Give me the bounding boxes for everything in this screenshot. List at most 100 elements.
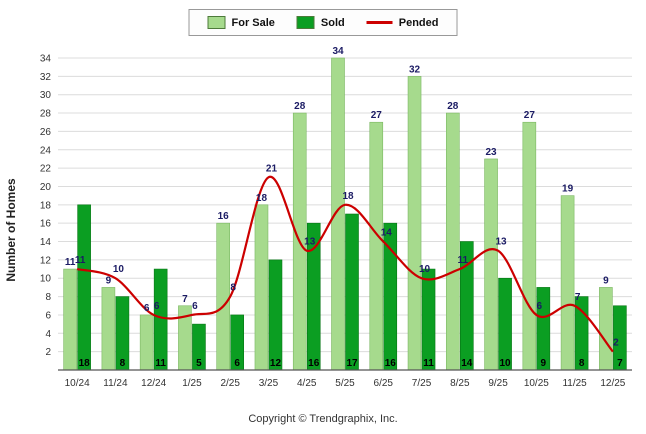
bar-for-sale (63, 268, 77, 371)
x-tick-label: 10/25 (524, 378, 549, 389)
for-sale-value-label: 28 (294, 101, 306, 112)
pended-value-label: 6 (154, 301, 160, 312)
for-sale-value-label: 9 (106, 275, 112, 286)
y-tick-label: 18 (40, 200, 52, 211)
x-tick-label: 10/24 (65, 378, 90, 389)
for-sale-value-label: 16 (218, 211, 230, 222)
y-tick-label: 26 (40, 127, 52, 138)
sold-value-label: 8 (579, 358, 585, 369)
bar-sold (153, 268, 168, 371)
pended-value-label: 13 (496, 237, 508, 248)
bar-sold (77, 204, 91, 371)
bar-for-sale (445, 112, 460, 371)
sold-value-label: 12 (270, 358, 282, 369)
chart-plot: Number of Homes 246810121416182022242628… (4, 46, 632, 389)
y-tick-label: 32 (40, 72, 52, 83)
legend-label-pended: Pended (398, 16, 439, 29)
sold-value-label: 17 (346, 358, 358, 369)
for-sale-value-label: 11 (65, 257, 76, 268)
for-sale-value-label: 32 (409, 64, 421, 75)
for-sale-value-label: 7 (182, 294, 188, 305)
pended-line (76, 176, 614, 353)
pended-value-label: 13 (304, 237, 316, 248)
x-tick-label: 2/25 (220, 378, 240, 389)
y-tick-label: 28 (40, 109, 52, 120)
y-tick-label: 12 (40, 255, 52, 266)
y-tick-label: 8 (45, 292, 51, 303)
y-tick-label: 14 (40, 237, 52, 248)
sold-value-label: 16 (385, 358, 397, 369)
for-sale-value-label: 23 (486, 147, 498, 158)
x-tick-label: 4/25 (297, 378, 317, 389)
y-tick-label: 20 (40, 182, 52, 193)
bar-for-sale (369, 121, 384, 371)
pended-value-label: 10 (113, 264, 125, 275)
pended-value-label: 11 (458, 255, 469, 266)
pended-value-label: 8 (230, 283, 236, 294)
y-tick-label: 16 (40, 219, 52, 230)
pended-value-label: 6 (537, 301, 543, 312)
for-sale-value-label: 19 (562, 184, 574, 195)
sold-value-label: 18 (79, 358, 91, 369)
bar-for-sale (484, 158, 498, 371)
bar-sold (268, 259, 283, 371)
y-tick-label: 4 (45, 329, 51, 340)
pended-value-label: 14 (381, 228, 393, 239)
sold-value-label: 11 (423, 358, 434, 369)
x-tick-label: 7/25 (412, 378, 432, 389)
x-tick-label: 8/25 (450, 378, 470, 389)
for-sale-value-label: 27 (524, 110, 536, 121)
pended-value-label: 2 (613, 338, 619, 349)
x-tick-label: 12/24 (141, 378, 166, 389)
bar-for-sale (522, 121, 537, 371)
copyright-text: Copyright © Trendgraphix, Inc. (248, 413, 398, 425)
for-sale-value-label: 34 (332, 46, 344, 57)
legend-item-sold: Sold (296, 16, 345, 29)
y-tick-label: 6 (45, 310, 51, 321)
legend-item-for-sale: For Sale (207, 16, 275, 29)
y-tick-label: 22 (40, 164, 52, 175)
chart-legend: For Sale Sold Pended (188, 9, 458, 36)
bar-for-sale (331, 57, 345, 371)
bar-for-sale (560, 195, 575, 371)
legend-label-sold: Sold (320, 16, 345, 29)
x-tick-label: 1/25 (182, 378, 202, 389)
x-tick-label: 11/25 (562, 378, 587, 389)
for-sale-swatch-icon (207, 16, 226, 29)
y-axis-title: Number of Homes (4, 178, 18, 282)
for-sale-value-label: 18 (256, 193, 268, 204)
bar-for-sale (254, 204, 269, 371)
x-tick-label: 12/25 (600, 378, 625, 389)
for-sale-value-label: 27 (371, 110, 383, 121)
sold-value-label: 5 (196, 358, 202, 369)
pended-value-label: 7 (575, 292, 581, 303)
x-tick-label: 6/25 (374, 378, 394, 389)
x-tick-label: 9/25 (488, 378, 508, 389)
pended-value-label: 6 (192, 301, 198, 312)
bar-sold (421, 268, 436, 371)
legend-item-pended: Pended (366, 16, 439, 29)
sold-swatch-icon (296, 16, 315, 29)
pended-line-icon (366, 21, 393, 24)
bar-sold (498, 277, 512, 371)
for-sale-value-label: 28 (447, 101, 459, 112)
sold-value-label: 10 (500, 358, 512, 369)
y-tick-label: 10 (40, 274, 52, 285)
pended-value-label: 21 (266, 163, 278, 174)
legend-label-for-sale: For Sale (231, 16, 275, 29)
x-tick-label: 5/25 (335, 378, 355, 389)
y-tick-label: 30 (40, 90, 52, 101)
sold-value-label: 14 (461, 358, 473, 369)
sold-value-label: 6 (234, 358, 240, 369)
pended-value-label: 18 (342, 191, 354, 202)
sold-value-label: 9 (541, 358, 547, 369)
bar-sold (345, 213, 359, 371)
bar-for-sale (407, 76, 422, 371)
sold-value-label: 11 (155, 358, 166, 369)
pended-value-label: 11 (75, 255, 86, 266)
for-sale-value-label: 6 (144, 303, 150, 314)
bar-for-sale (599, 287, 613, 371)
sold-value-label: 16 (308, 358, 320, 369)
y-tick-label: 2 (45, 347, 51, 358)
